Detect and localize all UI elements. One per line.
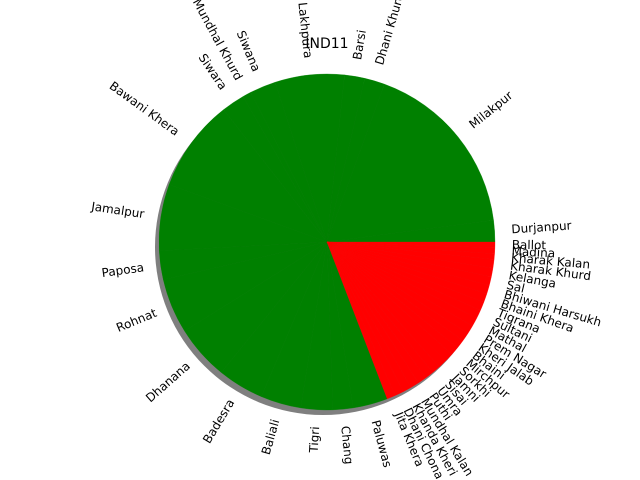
- slice-label: Milakpur: [466, 88, 515, 131]
- slice-label: Lakhpura: [295, 2, 315, 59]
- slice-label: Bawani Khera: [107, 79, 182, 139]
- slice-label: Paposa: [101, 260, 145, 280]
- slice-label: Paluwas: [369, 419, 395, 469]
- slice-label: Dhani Khurd: [372, 0, 407, 67]
- slice-label: Badesra: [200, 397, 237, 446]
- slice-label: Sal: [505, 278, 526, 296]
- chart-title: IND11: [305, 36, 348, 52]
- slice-label: Baliali: [259, 418, 282, 457]
- slice-label: Madina: [511, 244, 555, 260]
- slice-label: Durjanpur: [511, 218, 572, 236]
- slice-label: Ballot: [512, 238, 547, 253]
- slice-label: Rohnat: [114, 306, 159, 335]
- pie-slice: [168, 109, 328, 243]
- slice-label: Chang: [338, 425, 356, 465]
- slice-label: Tigri: [307, 426, 323, 454]
- slice-label: Jamalpur: [89, 199, 145, 221]
- pie-slice: [326, 241, 496, 249]
- pie-slice: [326, 83, 494, 243]
- slice-label: Kharak Kalan: [511, 251, 591, 272]
- slice-label: Dhanana: [143, 359, 193, 405]
- slice-label: Barsi: [350, 29, 369, 61]
